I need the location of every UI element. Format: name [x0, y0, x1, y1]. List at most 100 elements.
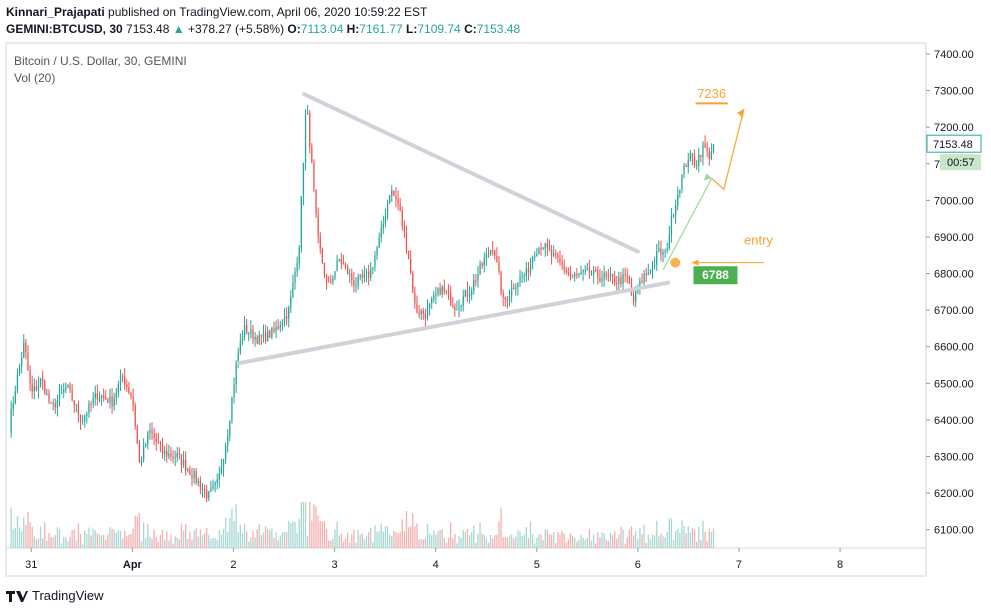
volume-bar	[168, 540, 170, 548]
candle-body	[357, 276, 359, 286]
volume-bar	[397, 533, 399, 548]
volume-bar	[687, 526, 689, 548]
candle-body	[90, 403, 92, 405]
candle-body	[422, 310, 424, 314]
volume-bar	[388, 534, 391, 548]
volume-bar	[317, 515, 319, 548]
volume-bar	[77, 523, 80, 548]
trendlines[interactable]	[236, 92, 671, 366]
volume-bar	[298, 518, 300, 548]
volume-bar	[630, 526, 633, 548]
candle-body	[626, 274, 628, 276]
candle-body	[685, 165, 687, 168]
candle-body	[609, 274, 612, 277]
volume-bar	[285, 532, 288, 548]
volume-bar	[639, 527, 641, 548]
candle-body	[679, 189, 681, 195]
candle-body	[607, 275, 609, 277]
volume-bar	[384, 526, 387, 548]
candle-body	[197, 480, 199, 483]
volume-bar	[647, 534, 649, 548]
volume-bar	[632, 535, 635, 548]
volume-bar	[553, 532, 555, 548]
volume-bar	[426, 524, 429, 548]
candle-body	[75, 404, 77, 406]
volume-bars	[10, 502, 715, 548]
candle-body	[483, 258, 485, 266]
volume-bar	[94, 530, 96, 548]
open-label: O:	[287, 22, 301, 36]
candle-body	[620, 277, 622, 285]
volume-bar	[346, 532, 349, 548]
volume-bar	[468, 535, 471, 548]
author-name[interactable]: Kinnari_Prajapati	[6, 5, 105, 19]
breakout-marker[interactable]	[670, 257, 681, 268]
volume-bar	[679, 533, 681, 548]
volume-bar	[561, 530, 563, 548]
volume-bar	[90, 535, 92, 548]
volume-bar	[273, 537, 275, 548]
projection-arrow-green[interactable]	[662, 178, 713, 271]
candle-body	[288, 307, 290, 319]
candle-body	[588, 268, 591, 275]
target-label[interactable]: 7236	[697, 86, 726, 101]
volume-bar	[63, 537, 65, 548]
volume-bar	[88, 527, 90, 548]
candle-body	[580, 272, 582, 275]
candle-body	[542, 248, 544, 250]
volume-bar	[33, 536, 35, 548]
time-axis[interactable]: 31 Apr 2 3 4 5 6 7 8	[25, 548, 843, 571]
volume-bar	[696, 541, 698, 548]
candle-body	[23, 342, 25, 358]
entry-price-box[interactable]	[693, 266, 738, 285]
volume-bar	[603, 533, 605, 548]
volume-bar	[590, 540, 593, 548]
tradingview-brand[interactable]: TradingView	[32, 588, 104, 603]
trendline-upper[interactable]	[302, 92, 640, 254]
volume-bar	[565, 542, 567, 548]
volume-bar	[206, 527, 208, 548]
volume-bar	[386, 526, 389, 548]
candle-body	[496, 255, 498, 262]
candle-body	[208, 491, 210, 499]
volume-bar	[544, 529, 546, 548]
candle-body	[243, 324, 246, 337]
candle-body	[515, 286, 517, 290]
candle-body	[168, 453, 170, 457]
candle-body	[571, 275, 574, 277]
candle-body	[582, 270, 584, 273]
entry-label[interactable]: entry	[744, 232, 773, 247]
candle-body	[370, 269, 372, 278]
candle-body	[260, 334, 263, 337]
trendline-lower[interactable]	[236, 280, 671, 366]
volume-bar	[191, 539, 193, 548]
candle-body	[136, 426, 138, 444]
volume-bar	[121, 538, 124, 548]
candle-body	[191, 474, 193, 479]
tradingview-footer[interactable]: TradingView	[6, 588, 104, 603]
volume-bar	[466, 528, 469, 548]
price-axis[interactable]: 7400.007300.007200.007100.007000.006900.…	[926, 49, 974, 537]
candle-body	[529, 262, 532, 273]
candle-body	[401, 210, 403, 226]
volume-bar	[98, 534, 101, 548]
candle-body	[374, 255, 376, 268]
volume-bar	[611, 535, 614, 548]
candle-body	[555, 253, 557, 255]
annotations[interactable]: 7236 entry 6788	[662, 86, 773, 285]
candle-body	[92, 398, 94, 404]
candle-body	[382, 223, 384, 228]
candle-body	[391, 190, 393, 196]
projection-arrow-orange[interactable]	[711, 108, 745, 191]
candle-body	[332, 278, 334, 282]
tradingview-logo-icon	[6, 590, 28, 602]
volume-bar	[584, 540, 586, 548]
candle-body	[388, 195, 391, 204]
volume-bar	[288, 520, 290, 548]
symbol-label[interactable]: GEMINI:BTCUSD, 30	[6, 22, 123, 36]
volume-bar	[163, 539, 166, 548]
candle-body	[601, 278, 603, 282]
volume-bar	[231, 508, 233, 548]
volume-bar	[645, 542, 647, 548]
